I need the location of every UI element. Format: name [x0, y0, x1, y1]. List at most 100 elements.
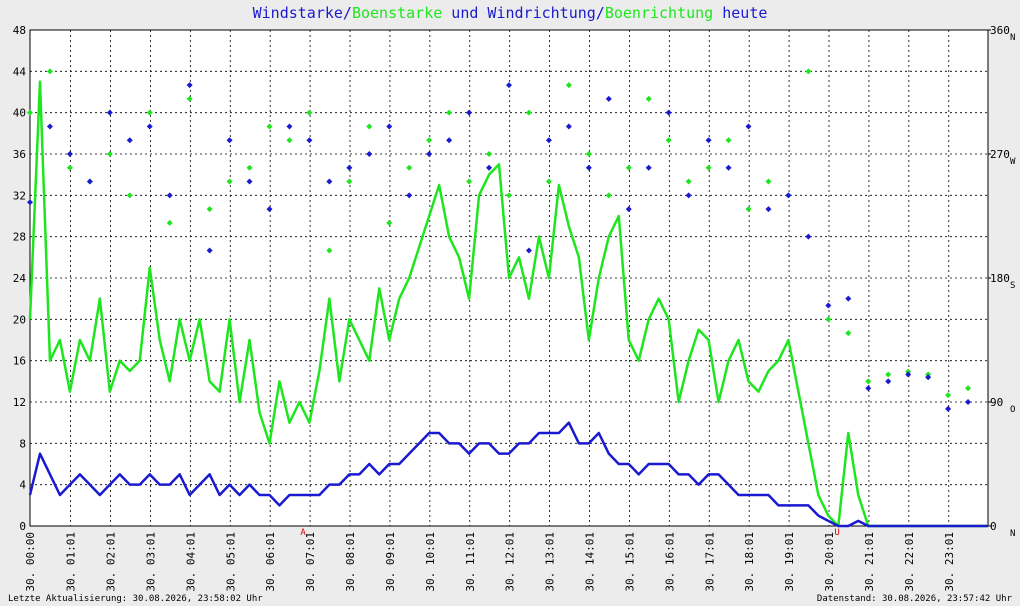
x-tick-label: 30. 03:01 — [144, 532, 157, 592]
direction-marker — [745, 206, 752, 213]
direction-marker — [86, 178, 93, 185]
y2-tick-label: 270 — [990, 148, 1010, 161]
direction-marker — [865, 385, 872, 392]
direction-marker — [326, 247, 333, 254]
x-tick-label: 30. 10:01 — [424, 532, 437, 592]
direction-marker — [46, 68, 53, 75]
y-tick-label: 28 — [13, 231, 26, 244]
y-tick-label: 16 — [13, 355, 26, 368]
speed-line — [28, 421, 988, 528]
y2-tick-label: 360 — [990, 24, 1010, 37]
direction-marker — [785, 192, 792, 199]
direction-marker — [845, 295, 852, 302]
x-tick-label: 30. 23:01 — [943, 532, 956, 592]
direction-marker — [446, 137, 453, 144]
direction-marker — [685, 178, 692, 185]
direction-marker — [825, 316, 832, 323]
y-tick-label: 0 — [19, 520, 26, 533]
direction-marker — [166, 192, 173, 199]
direction-marker — [645, 95, 652, 102]
direction-marker — [386, 123, 393, 130]
direction-marker — [406, 164, 413, 171]
y-tick-label: 48 — [13, 24, 26, 37]
x-tick-label: 30. 13:01 — [544, 532, 557, 592]
direction-marker — [266, 206, 273, 213]
direction-marker — [705, 164, 712, 171]
y-tick-label: 40 — [13, 107, 26, 120]
x-tick-label: 30. 14:01 — [584, 532, 597, 592]
y-tick-label: 24 — [13, 272, 27, 285]
direction-marker — [106, 151, 113, 157]
direction-marker — [805, 68, 812, 75]
y2-direction-label: O — [1010, 405, 1015, 415]
direction-marker — [46, 123, 53, 130]
direction-marker — [645, 164, 652, 171]
direction-marker — [805, 233, 812, 240]
x-tick-label: 30. 16:01 — [663, 532, 676, 592]
x-tick-label: 30. 06:01 — [264, 532, 277, 592]
direction-marker — [226, 137, 233, 144]
direction-marker — [945, 392, 952, 399]
y-tick-label: 44 — [13, 65, 27, 78]
y2-direction-label: W — [1010, 157, 1016, 167]
direction-marker — [346, 164, 353, 171]
x-tick-label: 30. 19:01 — [783, 532, 796, 592]
title-part: heute — [713, 4, 767, 22]
title-part: und Windrichtung/ — [442, 4, 605, 22]
direction-marker — [27, 199, 33, 206]
direction-marker — [865, 378, 872, 385]
direction-marker — [466, 178, 473, 185]
direction-marker — [685, 192, 692, 199]
direction-marker — [106, 109, 113, 116]
direction-marker — [545, 137, 552, 144]
direction-marker — [386, 219, 393, 226]
direction-marker — [565, 82, 572, 89]
x-tick-label: 30. 04:01 — [184, 532, 197, 592]
direction-marker — [825, 302, 832, 309]
title-part: Windstarke/ — [253, 4, 352, 22]
x-tick-label: 30. 17:01 — [703, 532, 716, 592]
annotation: A — [300, 528, 306, 538]
x-tick-label: 30. 00:00 — [24, 532, 37, 592]
y-tick-label: 8 — [19, 437, 26, 450]
y2-tick-label: 180 — [990, 272, 1010, 285]
x-tick-label: 30. 15:01 — [623, 532, 636, 592]
direction-marker — [326, 178, 333, 185]
x-tick-label: 30. 08:01 — [344, 532, 357, 592]
direction-marker — [965, 385, 972, 392]
y2-tick-label: 0 — [990, 520, 997, 533]
footer-left: Letzte Aktualisierung: 30.08.2026, 23:58… — [8, 594, 263, 604]
annotation: U — [834, 528, 839, 538]
direction-marker — [585, 164, 592, 171]
direction-marker — [286, 123, 293, 130]
direction-marker — [725, 137, 732, 144]
y2-direction-label: N — [1010, 33, 1015, 43]
direction-marker — [885, 371, 892, 378]
y2-direction-label: N — [1010, 529, 1015, 539]
direction-marker — [466, 109, 473, 116]
y-tick-label: 4 — [19, 479, 26, 492]
y2-direction-label: S — [1010, 281, 1015, 291]
direction-marker — [66, 151, 73, 157]
x-tick-label: 30. 02:01 — [105, 532, 118, 592]
direction-marker — [186, 82, 193, 89]
direction-marker — [126, 192, 133, 199]
direction-marker — [665, 137, 672, 144]
direction-marker — [625, 164, 632, 171]
y2-tick-label: 90 — [990, 396, 1003, 409]
y-tick-label: 20 — [13, 313, 26, 326]
direction-marker — [246, 164, 253, 171]
direction-marker — [565, 123, 572, 130]
direction-marker — [765, 178, 772, 185]
direction-marker — [605, 192, 612, 199]
x-tick-label: 30. 11:01 — [464, 532, 477, 592]
direction-marker — [845, 330, 852, 337]
direction-marker — [545, 178, 552, 185]
direction-marker — [206, 206, 213, 213]
title-part: Boenrichtung — [605, 4, 713, 22]
direction-marker — [346, 178, 353, 185]
direction-marker — [965, 399, 972, 405]
direction-marker — [146, 123, 153, 130]
y-tick-label: 32 — [13, 189, 26, 202]
direction-marker — [206, 247, 213, 254]
